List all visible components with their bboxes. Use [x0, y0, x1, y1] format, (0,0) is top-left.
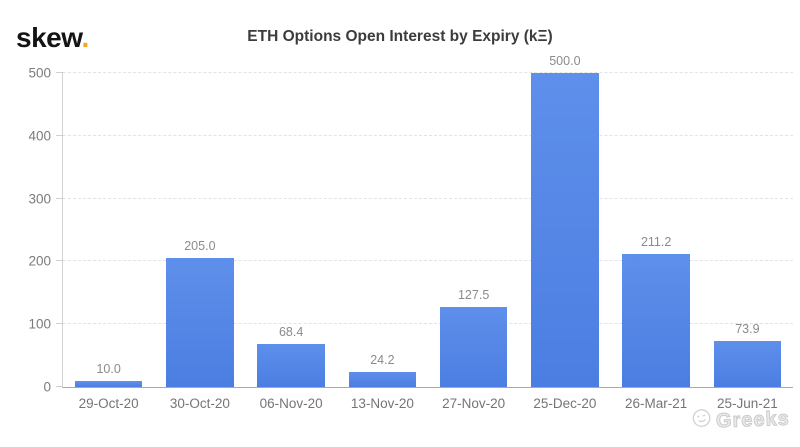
bar-column-25-Jun-21: 73.9 25-Jun-21	[702, 73, 793, 411]
skew-logo-text: skew	[16, 22, 82, 53]
y-tick-100	[56, 323, 63, 325]
plot-area: 0 100 200 300 400 500 10.0 29-Oct-20 205.0 30-Oc…	[28, 54, 793, 411]
skew-logo-dot: .	[81, 22, 89, 53]
gridline-200	[63, 260, 793, 262]
watermark: Greeks	[692, 407, 791, 433]
gridline-300	[63, 197, 793, 199]
value-label: 24.2	[370, 352, 395, 367]
bar-column-27-Nov-20: 127.5 27-Nov-20	[428, 73, 519, 411]
value-label: 211.2	[640, 235, 672, 250]
x-tick-label: 27-Nov-20	[442, 396, 506, 411]
x-tick-label: 29-Oct-20	[78, 396, 139, 411]
bar-column-13-Nov-20: 24.2 13-Nov-20	[337, 73, 428, 411]
bar	[348, 371, 417, 387]
gridline-500	[63, 72, 793, 73]
bar-column-29-Oct-20: 10.0 29-Oct-20	[63, 73, 154, 411]
bar-series: 10.0 29-Oct-20 205.0 30-Oct-20 68.4 06-Nov-20…	[63, 54, 793, 411]
y-tick-200	[56, 260, 63, 262]
gridline-400	[63, 134, 793, 136]
x-tick-label: 26-Mar-21	[624, 396, 688, 411]
y-tick-400	[56, 134, 63, 136]
y-tick-label-300: 300	[28, 191, 51, 207]
y-tick-label-100: 100	[28, 316, 51, 332]
value-label: 127.5	[457, 287, 490, 302]
bar	[439, 306, 508, 387]
y-tick-0	[56, 386, 63, 387]
skew-logo: skew.	[16, 22, 89, 54]
bar	[622, 254, 690, 387]
bar-column-06-Nov-20: 68.4 06-Nov-20	[246, 73, 337, 411]
x-tick-label: 13-Nov-20	[350, 396, 414, 411]
y-tick-label-500: 500	[28, 65, 51, 81]
y-tick-label-0: 0	[43, 379, 51, 395]
gridline-100	[63, 323, 793, 325]
bar	[166, 258, 234, 387]
bar	[713, 340, 782, 387]
x-tick-label: 06-Nov-20	[259, 396, 323, 411]
y-tick-label-400: 400	[28, 128, 51, 144]
bar-column-25-Dec-20: 500.0 25-Dec-20	[519, 54, 610, 411]
x-tick-label: 30-Oct-20	[169, 396, 230, 411]
bar	[531, 73, 599, 387]
value-label: 10.0	[96, 361, 121, 376]
bar	[74, 380, 143, 387]
value-label: 500.0	[549, 54, 581, 68]
y-tick-500	[56, 72, 63, 73]
y-tick-label-200: 200	[28, 253, 51, 269]
bar-column-26-Mar-21: 211.2 26-Mar-21	[611, 73, 702, 411]
x-tick-label: 25-Dec-20	[533, 396, 597, 411]
y-tick-300	[56, 197, 63, 199]
value-label: 205.0	[184, 239, 216, 254]
watermark-text: Greeks	[715, 407, 791, 433]
value-label: 68.4	[278, 325, 304, 340]
value-label: 73.9	[735, 321, 760, 336]
chart-title: ETH Options Open Interest by Expiry (kΞ)	[247, 28, 553, 45]
x-tick-label: 25-Jun-21	[716, 396, 778, 411]
bar	[257, 344, 325, 387]
bar-column-30-Oct-20: 205.0 30-Oct-20	[154, 73, 245, 411]
